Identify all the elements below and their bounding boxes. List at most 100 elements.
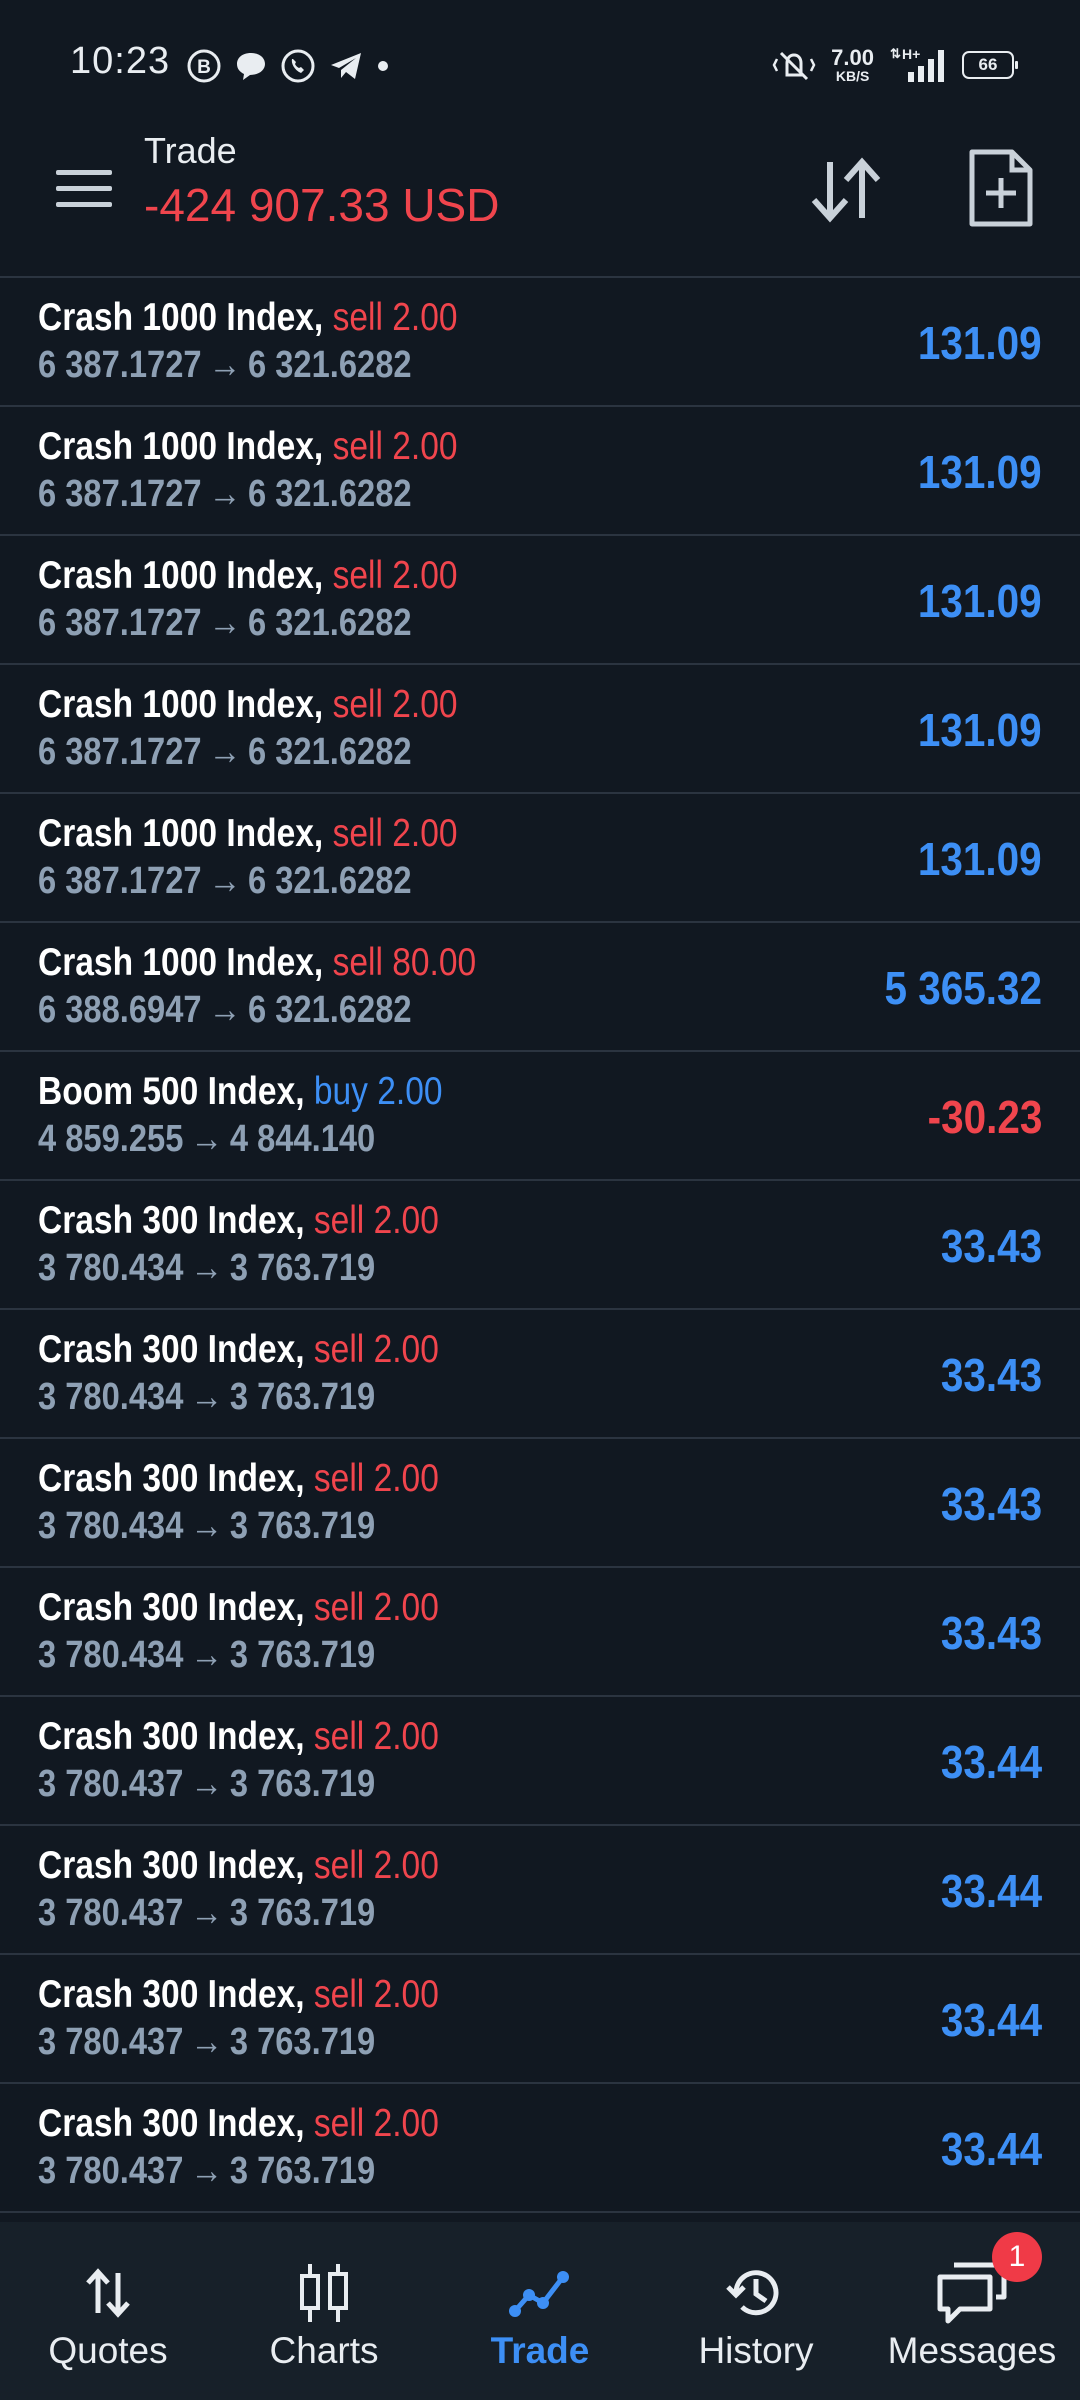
trade-symbol: Crash 300 Index, (38, 1715, 305, 1758)
trade-side: sell (313, 1457, 365, 1500)
app-header: Trade -424 907.33 USD (0, 130, 1080, 276)
trade-prices: 6 387.1727 → 6 321.6282 (38, 602, 412, 645)
sort-icon[interactable] (806, 150, 886, 230)
menu-icon[interactable] (56, 166, 112, 210)
current-price: 6 321.6282 (248, 731, 412, 773)
trade-row[interactable]: Crash 300 Index, sell 2.00 3 780.434 → 3 7… (0, 1568, 1080, 1697)
trade-row[interactable]: Boom 500 Index, buy 2.00 4 859.255 → 4 844… (0, 1052, 1080, 1181)
current-price: 6 321.6282 (248, 860, 412, 902)
open-price: 6 387.1727 (38, 602, 202, 644)
price-arrow: → (190, 2021, 223, 2063)
trade-row[interactable]: Crash 1000 Index, sell 2.00 6 387.1727 → 6… (0, 794, 1080, 923)
trade-row[interactable]: Crash 300 Index, sell 2.00 3 780.437 → 3 7… (0, 2084, 1080, 2213)
trade-symbol: Crash 300 Index, (38, 1199, 305, 1242)
price-arrow: → (190, 2150, 223, 2192)
open-price: 3 780.437 (38, 1763, 184, 1805)
trade-title: Crash 300 Index, sell 2.00 (38, 1328, 439, 1372)
trade-profit: 131.09 (918, 446, 1042, 498)
trade-symbol: Crash 1000 Index, (38, 683, 324, 726)
open-price: 3 780.434 (38, 1634, 184, 1676)
trade-profit: 33.43 (940, 1478, 1042, 1530)
trade-row[interactable]: Crash 300 Index, sell 2.00 3 780.437 → 3 7… (0, 1697, 1080, 1826)
trade-symbol: Crash 300 Index, (38, 1973, 305, 2016)
trade-symbol: Crash 1000 Index, (38, 812, 324, 855)
new-order-icon[interactable] (966, 146, 1036, 230)
trade-row[interactable]: Crash 300 Index, sell 2.00 3 780.434 → 3 7… (0, 1439, 1080, 1568)
messages-icon (937, 2262, 1007, 2324)
price-arrow: → (208, 344, 242, 386)
trade-volume: 2.00 (373, 1844, 439, 1887)
trade-row[interactable]: Crash 300 Index, sell 2.00 3 780.437 → 3 7… (0, 1955, 1080, 2084)
trade-side: sell (313, 1586, 365, 1629)
trade-prices: 4 859.255 → 4 844.140 (38, 1118, 375, 1161)
trade-row[interactable]: Crash 300 Index, sell 2.00 3 780.437 → 3 7… (0, 1826, 1080, 1955)
price-arrow: → (208, 731, 242, 773)
nav-trade-label: Trade (490, 2330, 590, 2371)
trade-profit: 33.43 (940, 1349, 1042, 1401)
trend-line-icon (509, 2271, 569, 2317)
battery-icon: 66 (962, 51, 1018, 79)
nav-charts[interactable]: Charts (216, 2222, 432, 2400)
trade-list: Crash 1000 Index, sell 2.00 6 387.1727 → 6… (0, 278, 1080, 2213)
price-arrow: → (208, 602, 242, 644)
network-type-label: H+ (902, 46, 920, 62)
trade-side: sell (332, 941, 383, 984)
nav-quotes[interactable]: Quotes (0, 2222, 216, 2400)
current-price: 6 321.6282 (248, 344, 412, 386)
trade-side: sell (332, 812, 383, 855)
trade-side: sell (332, 683, 383, 726)
trade-symbol: Crash 300 Index, (38, 1586, 305, 1629)
trade-volume: 2.00 (392, 296, 458, 339)
open-price: 4 859.255 (38, 1118, 184, 1160)
trade-row[interactable]: Crash 1000 Index, sell 80.00 6 388.6947 →… (0, 923, 1080, 1052)
trade-prices: 3 780.434 → 3 763.719 (38, 1634, 375, 1677)
price-arrow: → (190, 1247, 223, 1289)
trade-side: sell (332, 554, 383, 597)
bottom-nav: Quotes Charts Trade (0, 2222, 1080, 2400)
nav-messages[interactable]: Messages 1 (864, 2222, 1080, 2400)
trade-side: sell (313, 1199, 365, 1242)
trade-volume: 2.00 (373, 1457, 439, 1500)
nav-trade[interactable]: Trade (432, 2222, 648, 2400)
trade-row[interactable]: Crash 300 Index, sell 2.00 3 780.434 → 3 7… (0, 1310, 1080, 1439)
trade-title: Crash 300 Index, sell 2.00 (38, 1844, 439, 1888)
trade-profit: 33.43 (940, 1607, 1042, 1659)
trade-symbol: Crash 300 Index, (38, 1328, 305, 1371)
svg-text:B: B (197, 57, 211, 78)
trade-prices: 3 780.434 → 3 763.719 (38, 1247, 375, 1290)
nav-messages-label: Messages (887, 2330, 1057, 2371)
trade-profit: 131.09 (918, 575, 1042, 627)
trade-side: sell (332, 425, 383, 468)
open-price: 6 387.1727 (38, 344, 202, 386)
trade-symbol: Crash 1000 Index, (38, 554, 324, 597)
trade-row[interactable]: Crash 1000 Index, sell 2.00 6 387.1727 → 6… (0, 407, 1080, 536)
trade-symbol: Crash 300 Index, (38, 2102, 305, 2145)
trade-side: sell (313, 2102, 365, 2145)
current-price: 3 763.719 (229, 1505, 376, 1547)
trade-title: Crash 1000 Index, sell 2.00 (38, 296, 458, 340)
battery-level: 66 (978, 55, 998, 74)
trade-row[interactable]: Crash 1000 Index, sell 2.00 6 387.1727 → 6… (0, 278, 1080, 407)
messages-badge: 1 (992, 2232, 1042, 2282)
nav-history[interactable]: History (648, 2222, 864, 2400)
trade-title: Boom 500 Index, buy 2.00 (38, 1070, 443, 1114)
trade-prices: 6 387.1727 → 6 321.6282 (38, 860, 412, 903)
current-price: 3 763.719 (229, 1634, 376, 1676)
open-price: 3 780.434 (38, 1376, 184, 1418)
open-price: 6 387.1727 (38, 860, 202, 902)
trade-row[interactable]: Crash 1000 Index, sell 2.00 6 387.1727 → 6… (0, 665, 1080, 794)
nav-history-label: History (698, 2330, 814, 2371)
trade-side: sell (313, 1715, 365, 1758)
quotes-arrows-icon (86, 2268, 130, 2318)
trade-volume: 2.00 (373, 1715, 439, 1758)
trade-prices: 3 780.437 → 3 763.719 (38, 1892, 375, 1935)
chat-bubble-icon (237, 53, 265, 80)
trade-volume: 2.00 (392, 425, 458, 468)
network-speed-value: 7.00 (831, 45, 874, 70)
trade-row[interactable]: Crash 300 Index, sell 2.00 3 780.434 → 3 7… (0, 1181, 1080, 1310)
current-price: 3 763.719 (229, 1763, 376, 1805)
trade-prices: 6 387.1727 → 6 321.6282 (38, 344, 412, 387)
open-price: 6 387.1727 (38, 473, 202, 515)
trade-profit: 131.09 (918, 704, 1042, 756)
trade-row[interactable]: Crash 1000 Index, sell 2.00 6 387.1727 → 6… (0, 536, 1080, 665)
